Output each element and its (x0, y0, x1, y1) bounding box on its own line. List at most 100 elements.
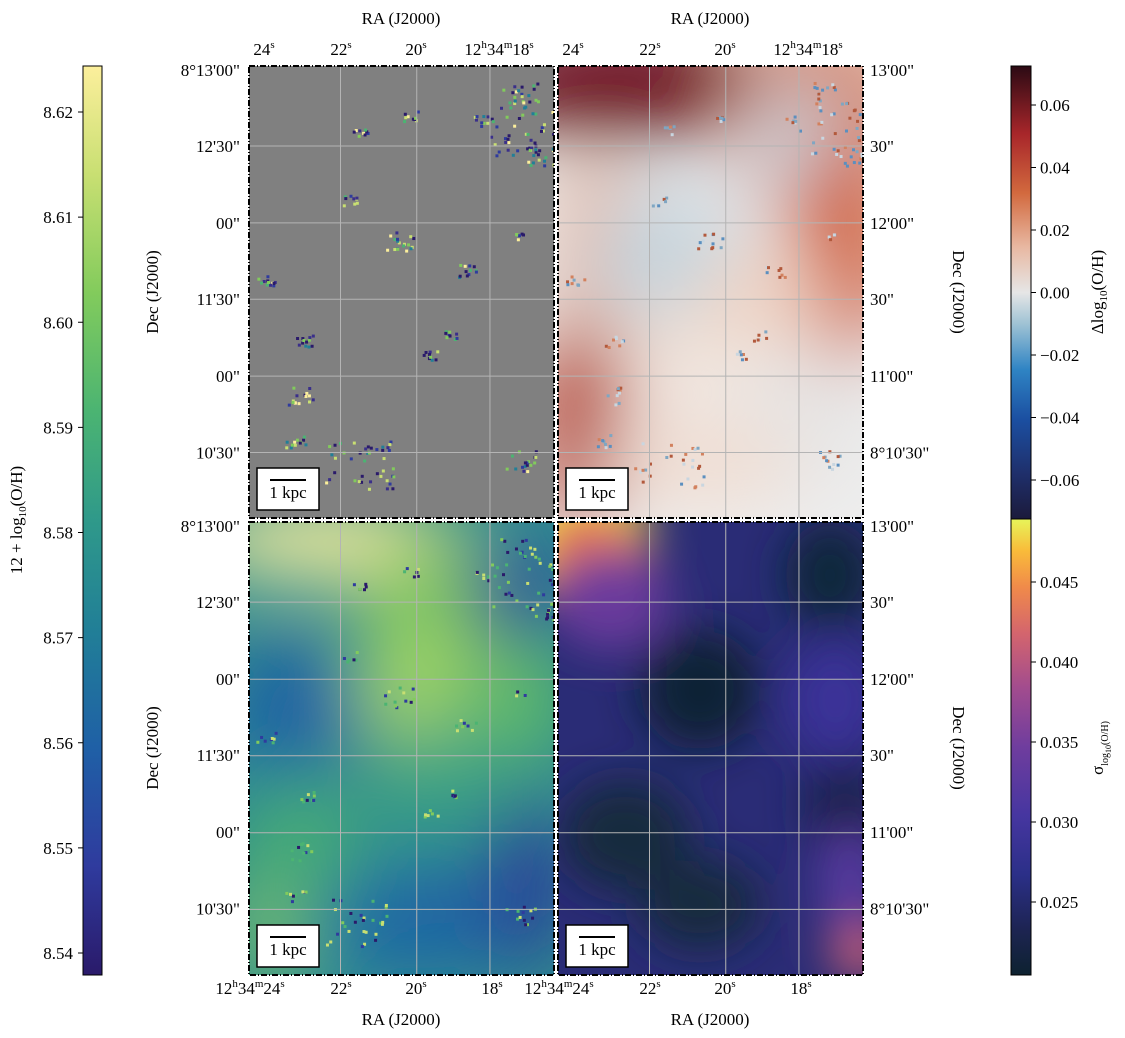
map-pixel (369, 446, 373, 450)
map-pixel (271, 741, 275, 745)
map-pixel (495, 154, 499, 158)
map-pixel (521, 911, 525, 915)
map-pixel (843, 145, 847, 149)
map-pixel (329, 940, 333, 944)
map-pixel (375, 472, 379, 476)
colorbar-sigma-label: σlog10(O/H) (1088, 721, 1113, 775)
map-pixel (513, 102, 517, 106)
map-pixel (342, 657, 346, 661)
map-pixel (528, 100, 532, 104)
map-pixel (711, 242, 715, 246)
map-pixel (813, 81, 817, 85)
map-pixel (269, 283, 273, 287)
map-pixel (375, 448, 379, 452)
map-pixel (364, 585, 368, 589)
map-pixel (310, 344, 314, 348)
map-pixel (359, 913, 363, 917)
map-pixel (398, 686, 402, 690)
map-pixel (358, 129, 362, 133)
map-pixel (653, 202, 657, 206)
map-pixel (614, 403, 618, 407)
map-pixel (341, 921, 345, 925)
map-pixel (524, 538, 528, 542)
map-pixel (385, 479, 389, 483)
panel-frame (557, 65, 864, 519)
map-pixel (357, 134, 361, 138)
map-pixel (527, 567, 531, 571)
map-pixel (355, 196, 359, 200)
map-pixel (369, 480, 373, 484)
map-pixel (550, 583, 554, 587)
dec-left-tick-label: 00" (216, 367, 240, 386)
map-pixel (355, 201, 359, 205)
map-pixel (832, 147, 836, 151)
map-pixel (537, 158, 541, 162)
map-pixel (354, 129, 358, 133)
map-pixel (777, 268, 781, 272)
map-pixel (813, 86, 817, 90)
map-pixel (311, 334, 315, 338)
colorbar-oh-tick-label: 8.57 (43, 629, 73, 648)
map-pixel (517, 89, 521, 93)
map-pixel (464, 270, 468, 274)
ra-bottom-tick-label: 18s (481, 978, 502, 998)
map-pixel (463, 264, 467, 268)
map-pixel (826, 86, 830, 90)
map-pixel (668, 125, 672, 129)
map-pixel (783, 275, 787, 279)
map-pixel (487, 579, 491, 583)
map-pixel (291, 399, 295, 403)
map-pixel (829, 238, 833, 242)
map-pixel (349, 911, 353, 915)
map-pixel (301, 842, 305, 846)
map-pixel (353, 202, 357, 206)
map-pixel (416, 110, 420, 114)
map-pixel (819, 109, 823, 113)
map-pixel (325, 943, 329, 947)
map-pixel (641, 442, 645, 446)
map-pixel (812, 141, 816, 145)
map-pixel (522, 905, 526, 909)
scalebar-label: 1 kpc (269, 483, 307, 502)
panel-bottom-right (558, 522, 863, 975)
map-pixel (265, 283, 269, 287)
map-pixel (840, 102, 844, 106)
map-pixel (856, 119, 860, 123)
map-pixel (363, 459, 367, 463)
map-pixel (523, 464, 527, 468)
map-pixel (511, 153, 515, 157)
map-pixel (352, 130, 356, 134)
map-pixel (529, 463, 533, 467)
dec-left-tick-label: 10'30" (196, 899, 240, 918)
map-pixel (832, 112, 836, 116)
map-pixel (361, 918, 365, 922)
map-pixel (467, 273, 471, 277)
map-pixel (260, 735, 264, 739)
map-pixel (272, 284, 276, 288)
map-pixel (551, 110, 554, 114)
map-pixel (741, 352, 745, 356)
map-pixel (364, 447, 368, 451)
map-pixel (665, 455, 669, 459)
map-pixel (539, 129, 543, 133)
map-pixel (536, 603, 540, 607)
map-pixel (544, 156, 548, 160)
map-pixel (424, 350, 428, 354)
map-pixel (553, 142, 554, 146)
map-pixel (529, 163, 533, 167)
map-pixel (404, 699, 408, 703)
map-pixel (672, 125, 676, 129)
map-pixel (516, 149, 520, 153)
map-pixel (525, 923, 529, 927)
map-pixel (272, 282, 276, 286)
map-pixel (412, 237, 416, 241)
map-pixel (508, 101, 512, 105)
colorbar-delta-gradient (1010, 65, 1032, 520)
map-pixel (833, 88, 837, 92)
map-pixel (362, 131, 366, 135)
map-pixel (662, 197, 666, 201)
dec-right-tick-label: 8°10'30" (870, 443, 929, 462)
dec-right-tick-label: 12'00" (870, 214, 914, 233)
map-pixel (307, 338, 311, 342)
